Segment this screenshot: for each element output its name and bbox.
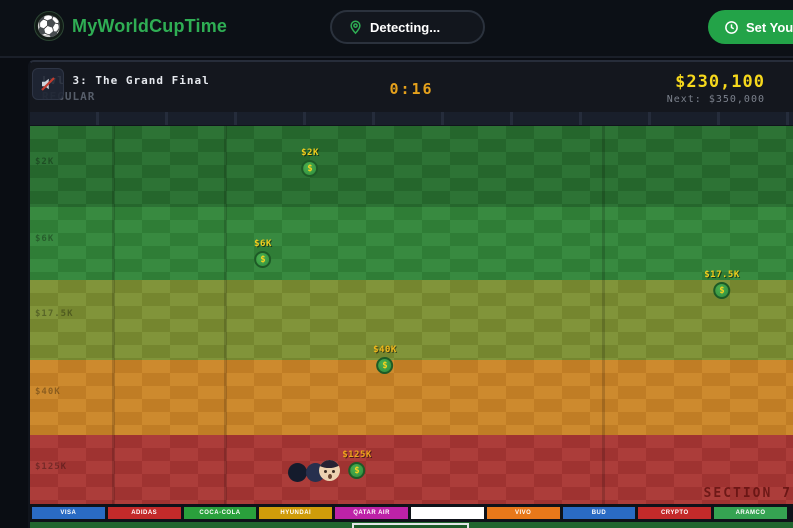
coin-icon: $	[254, 251, 272, 268]
game-canvas: Lvl 3: The Grand Final REGULAR 0:16 $230…	[28, 60, 793, 528]
sponsor-crypto: CRYPTO	[638, 507, 712, 519]
coin-icon: $	[713, 282, 731, 299]
coin-icon: $	[348, 462, 366, 479]
sponsor-row: VISA ADIDAS COCA-COLA HYUNDAI QATAR AIR …	[32, 507, 787, 519]
sponsor-cocacola: COCA-COLA	[183, 507, 257, 519]
zone-band-6k	[30, 207, 793, 280]
avatar-hair	[319, 460, 340, 468]
prize-marker-label: $17.5K	[704, 270, 740, 280]
sponsor-hyundai: HYUNDAI	[259, 507, 333, 519]
set-location-button[interactable]: Set You	[708, 10, 793, 44]
zone-band-2k	[30, 126, 793, 207]
sponsor-vivo: VIVO	[486, 507, 560, 519]
stadium-stands-strip	[30, 112, 793, 126]
next-prize: Next: $350,000	[666, 94, 765, 105]
sponsor-qatarair: QATAR AIR	[335, 507, 408, 519]
player-avatar[interactable]	[319, 460, 340, 481]
sponsor-blank	[410, 507, 484, 519]
sponsor-label: QATAR AIR	[353, 510, 390, 516]
avatar-eye	[324, 470, 327, 473]
zone-value-label: $2K	[35, 157, 55, 167]
level-title: Lvl 3: The Grand Final	[42, 74, 210, 87]
sponsor-label: HYUNDAI	[280, 510, 312, 516]
clock-icon	[724, 20, 739, 35]
game-hud: Lvl 3: The Grand Final REGULAR 0:16 $230…	[30, 62, 793, 112]
mute-button[interactable]	[32, 68, 64, 100]
sponsor-bud: BUD	[562, 507, 636, 519]
prize-marker-label: $2K	[301, 148, 319, 158]
detecting-button[interactable]: Detecting...	[330, 10, 485, 44]
soccer-ball-icon: ⚽	[34, 11, 64, 41]
sponsor-strip: VISA ADIDAS COCA-COLA HYUNDAI QATAR AIR …	[30, 504, 793, 521]
avatar-eye	[332, 470, 335, 473]
round-timer: 0:16	[389, 80, 434, 98]
avatar-mouth	[328, 474, 332, 479]
set-location-label: Set You	[746, 19, 793, 35]
zone-value-label: $125K	[35, 462, 68, 472]
sponsor-label: VISA	[60, 510, 77, 516]
zone-band-40k	[30, 360, 793, 435]
sponsor-aramco: ARAMCO	[714, 507, 787, 519]
coin-icon: $	[376, 357, 394, 374]
sponsor-label: ARAMCO	[735, 510, 766, 516]
prize-marker-label: $125K	[342, 450, 372, 460]
detecting-label: Detecting...	[370, 19, 441, 35]
player-dot-dark	[288, 463, 307, 482]
sponsor-label: VIVO	[515, 510, 532, 516]
section-divider	[602, 126, 605, 504]
section-divider	[224, 126, 227, 504]
sponsor-adidas: ADIDAS	[107, 507, 181, 519]
brand-title: MyWorldCupTime	[72, 15, 228, 36]
section-number-label: SECTION 7	[703, 486, 792, 501]
prize-marker-6k[interactable]: $6K $	[254, 239, 272, 268]
sponsor-label: CRYPTO	[660, 510, 689, 516]
zone-band-125k	[30, 435, 793, 504]
prize-marker-40k[interactable]: $40K $	[373, 345, 397, 374]
sponsor-label: ADIDAS	[131, 510, 158, 516]
current-prize: $230,100	[675, 72, 765, 92]
section-divider	[112, 126, 115, 504]
sponsor-label: BUD	[591, 510, 607, 516]
location-pin-icon	[348, 20, 363, 35]
coin-icon: $	[301, 160, 319, 177]
sponsor-visa: VISA	[32, 507, 105, 519]
sponsor-label: COCA-COLA	[199, 510, 241, 516]
zone-value-label: $6K	[35, 234, 55, 244]
zone-value-label: $40K	[35, 387, 61, 397]
speaker-muted-icon	[39, 75, 57, 93]
top-nav: ⚽ MyWorldCupTime Detecting... Set You	[0, 0, 793, 58]
brand: ⚽ MyWorldCupTime	[34, 11, 227, 41]
zone-value-label: $17.5K	[35, 309, 74, 319]
prize-marker-label: $6K	[254, 239, 272, 249]
prize-marker-17k[interactable]: $17.5K $	[704, 270, 740, 299]
zone-band-17k	[30, 280, 793, 360]
prize-marker-2k[interactable]: $2K $	[301, 148, 319, 177]
prize-marker-label: $40K	[373, 345, 397, 355]
goal-box	[352, 523, 469, 528]
prize-marker-125k[interactable]: $125K $	[342, 450, 372, 479]
